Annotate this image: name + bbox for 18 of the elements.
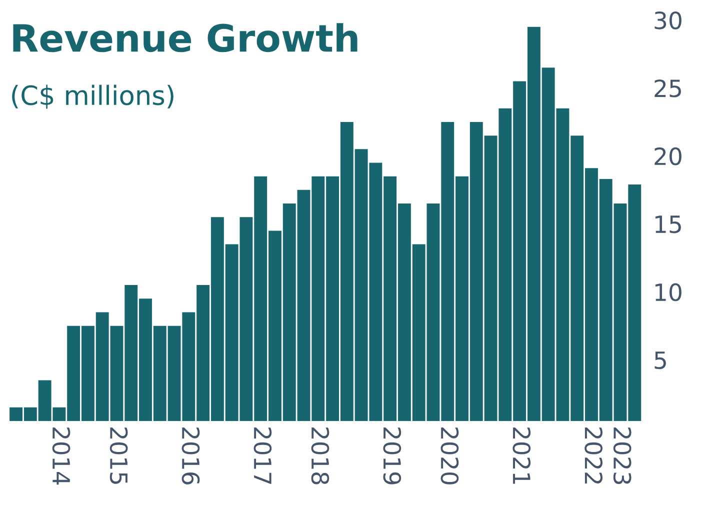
y-tick-label: 20 — [654, 147, 682, 166]
x-tick-label: 2014 — [52, 428, 70, 485]
x-tick-label: 2021 — [512, 428, 531, 484]
text: (C$ millions) — [12, 84, 174, 109]
chart-title: Revenue Growth — [13, 23, 358, 52]
x-tick-label: 2023 — [613, 428, 632, 484]
x-tick-label: 2017 — [254, 428, 272, 484]
y-tick-label: 30 — [654, 11, 682, 30]
y-tick-label: 5 — [654, 352, 666, 370]
y-tick-label: 15 — [656, 216, 681, 234]
x-tick-label: 2019 — [383, 428, 402, 484]
y-tick-label: 10 — [656, 283, 682, 302]
x-tick-label: 2016 — [182, 428, 200, 484]
x-tick-label: 2018 — [311, 428, 330, 484]
x-tick-label: 2022 — [584, 428, 602, 484]
x-tick-label: 2020 — [440, 428, 459, 484]
x-tick-label: 2015 — [110, 428, 128, 484]
y-tick-label: 25 — [654, 79, 681, 98]
